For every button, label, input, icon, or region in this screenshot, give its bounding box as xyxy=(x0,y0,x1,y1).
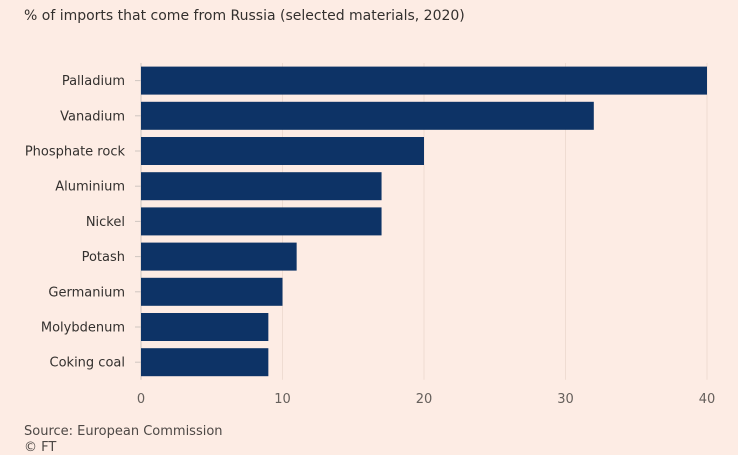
x-tick-label: 40 xyxy=(699,392,716,407)
category-label: Potash xyxy=(82,250,125,265)
bar-molybdenum xyxy=(141,313,269,341)
copyright: © FT xyxy=(24,440,57,455)
category-label: Aluminium xyxy=(55,180,125,195)
category-label: Phosphate rock xyxy=(25,145,126,160)
bar-nickel xyxy=(141,207,382,236)
bar-germanium xyxy=(141,277,283,306)
chart-title: % of imports that come from Russia (sele… xyxy=(24,8,465,24)
category-label: Germanium xyxy=(48,285,125,300)
x-tick-label: 30 xyxy=(557,392,574,407)
bar-vanadium xyxy=(141,101,594,130)
bar-coking-coal xyxy=(141,348,269,377)
category-label: Palladium xyxy=(62,74,125,89)
category-label: Nickel xyxy=(86,215,125,230)
bar-potash xyxy=(141,242,297,271)
bar-aluminium xyxy=(141,172,382,201)
x-tick-label: 0 xyxy=(137,392,145,407)
x-tick-label: 20 xyxy=(416,392,433,407)
x-tick-label: 10 xyxy=(274,392,291,407)
category-label: Molybdenum xyxy=(41,321,125,336)
category-label: Vanadium xyxy=(60,109,125,124)
bar-palladium xyxy=(141,66,707,95)
bar-phosphate-rock xyxy=(141,137,424,165)
category-label: Coking coal xyxy=(50,356,125,371)
source-note: Source: European Commission xyxy=(24,424,223,439)
